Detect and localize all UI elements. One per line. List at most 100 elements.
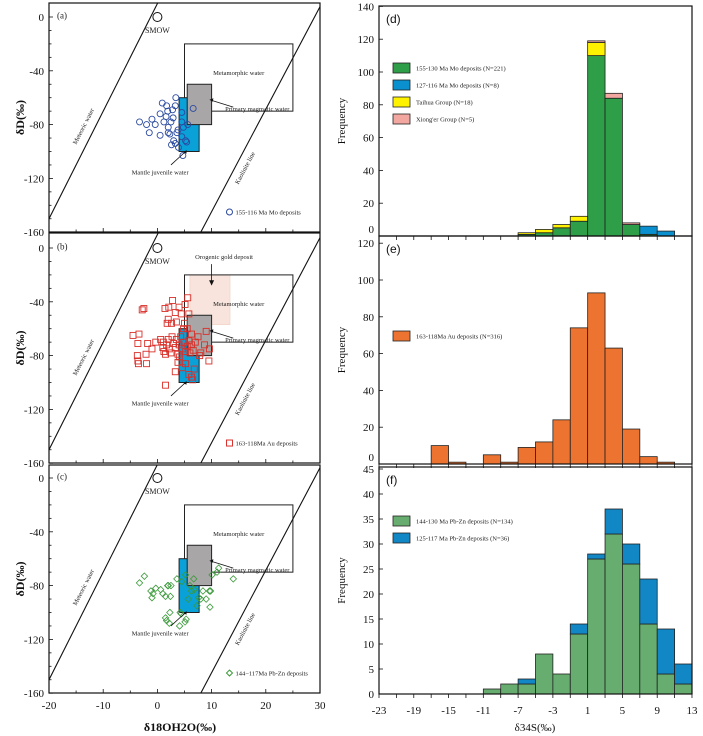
bar-d-s2-b9 [535,229,554,234]
mantle-juvenile-water-label: Mantle juvenile water [132,400,190,407]
data-point [196,352,204,360]
data-point [167,581,175,590]
data-point [194,333,202,341]
data-point [168,319,175,327]
bar-d-s0-b13 [604,97,623,237]
y-tick-label: 40 [363,165,375,177]
y-tick-label: 25 [363,564,375,576]
data-point [135,579,144,587]
data-point [182,360,190,368]
bar-d-s2-b10 [552,224,571,229]
data-point [169,297,177,304]
y-tick-label: -160 [24,688,45,700]
legend-label: 127-116 Ma Mo deposits (N=8) [416,83,499,90]
meteoric-water-line [49,3,159,220]
arrow-line [211,100,234,108]
data-point [163,319,171,327]
data-point [181,618,189,626]
data-point [176,608,184,617]
mantle-juvenile-water-label: Mantle juvenile water [132,169,190,176]
y-tick-label: 120 [358,238,375,250]
data-point [161,305,169,312]
smow-label: SMOW [145,487,170,496]
data-point [156,131,164,139]
y-tick-label: 0 [369,689,375,701]
plot-area [49,3,320,232]
y-axis-label: δD(‰) [13,100,27,135]
bar-f-s1-b11 [569,623,589,635]
y-tick-label: -80 [29,120,44,132]
kaolinite-line-label: Kaolinite line [234,612,257,647]
data-point [182,615,190,623]
bar-f-s1-b17 [674,663,693,685]
bar-e-s0-b15 [639,456,658,465]
data-point [205,587,214,595]
bar-e-s0-b12 [587,292,606,465]
data-point [172,318,180,326]
bar-e-s0-b3 [430,445,449,465]
y-axis-label: Frequency [336,326,348,373]
bar-f-s1-b8 [517,678,536,685]
y-tick-label: 80 [363,312,375,324]
data-point [167,118,175,126]
y-tick-label: 20 [363,589,375,601]
legend-label: 144−117Ma Pb-Zn deposits [235,671,308,678]
data-point [181,571,190,579]
data-point [160,118,168,126]
data-point [156,110,164,118]
bar-f-s1-b12 [587,553,606,560]
data-point [206,587,215,595]
data-point [229,575,238,583]
legend-label: 155-130 Ma Mo deposits (N=221) [416,66,506,73]
metamorphic-water-field [184,274,294,343]
bar-d-s3-b12 [587,40,606,43]
data-point [205,345,213,353]
data-point [152,584,160,593]
data-point [202,595,210,603]
metamorphic-water-field [184,504,294,573]
x-tick-label: -23 [372,705,387,717]
bar-f-s0-b6 [482,688,502,695]
data-point [140,572,149,580]
y-tick-label: -120 [24,404,45,416]
bar-f-s0-b9 [535,653,554,695]
y-tick-label: -40 [29,297,44,309]
y-tick-label: -40 [29,527,44,539]
y-tick-label: 20 [363,198,375,210]
data-point [206,603,214,611]
y-tick-label: 10 [363,639,375,651]
x-tick-label: -11 [476,705,490,717]
panel-label: (d) [386,12,401,26]
data-point [151,121,159,129]
bar-f-s0-b11 [569,633,589,695]
y-tick-label: 5 [369,664,375,676]
metamorphic-water-label: Metamorphic water [213,531,265,538]
arrow-line [170,612,186,627]
bar-f-s1-b13 [604,508,623,535]
data-point [187,587,196,595]
data-point [143,121,151,129]
data-point [183,138,191,146]
data-point [166,130,174,138]
data-point [177,310,185,318]
metamorphic-water-label: Metamorphic water [213,70,265,77]
legend-swatch [392,113,411,125]
data-point [162,350,169,358]
data-point [182,137,190,145]
smow-label: SMOW [145,257,170,266]
data-point [165,619,174,628]
data-point [134,360,142,368]
meteoric-water-label: Meteoric water [72,338,97,377]
data-point [175,622,184,630]
data-point [189,376,197,384]
y-tick-label: -40 [29,66,44,78]
data-point [148,115,156,123]
bar-e-s0-b8 [517,447,536,465]
orogenic-gold-label: Orogenic gold deposit [195,254,253,261]
arrow-head-icon [209,280,215,286]
data-point [166,592,175,601]
primary-magmatic-water-label: Primary magmatic water [225,337,290,344]
bar-f-s0-b12 [587,558,606,695]
meteoric-water-line [49,233,159,451]
data-point [188,330,195,338]
